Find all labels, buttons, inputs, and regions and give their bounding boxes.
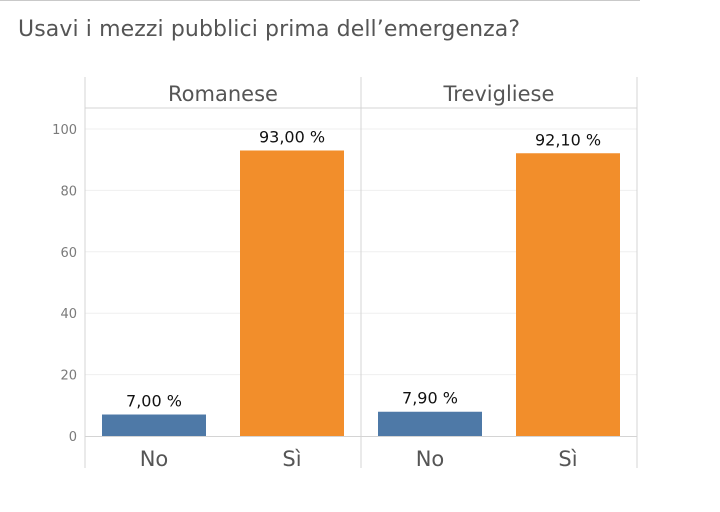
x-tick-label: No bbox=[416, 447, 445, 471]
data-label: 92,10 % bbox=[535, 130, 601, 149]
data-label: 7,00 % bbox=[126, 392, 182, 411]
y-axis: 0 20 40 60 80 100 bbox=[52, 123, 77, 445]
y-tick-label: 20 bbox=[60, 369, 77, 384]
y-tick-label: 80 bbox=[60, 184, 77, 199]
data-label: 93,00 % bbox=[259, 127, 325, 146]
panels: Romanese 7,00 % No 93,00 % Sì Trevigliese 7,90… bbox=[102, 82, 620, 471]
chart-title: Usavi i mezzi pubblici prima dell’emerge… bbox=[18, 17, 521, 42]
panel-frame bbox=[84, 77, 638, 468]
x-tick-label: Sì bbox=[282, 447, 301, 471]
panel: Romanese 7,00 % No 93,00 % Sì bbox=[102, 82, 344, 471]
y-tick-label: 0 bbox=[69, 430, 77, 445]
panel-title: Trevigliese bbox=[443, 82, 555, 106]
bar bbox=[516, 153, 620, 437]
panel-title: Romanese bbox=[168, 82, 278, 106]
x-tick-label: No bbox=[140, 447, 169, 471]
y-tick-label: 100 bbox=[52, 123, 77, 138]
bar bbox=[378, 411, 482, 436]
top-divider bbox=[0, 0, 640, 1]
bar bbox=[240, 150, 344, 437]
data-label: 7,90 % bbox=[402, 389, 458, 408]
y-tick-label: 40 bbox=[60, 307, 77, 322]
y-tick-label: 60 bbox=[60, 246, 77, 261]
x-tick-label: Sì bbox=[558, 447, 577, 471]
panel: Trevigliese 7,90 % No 92,10 % Sì bbox=[378, 82, 620, 471]
bar bbox=[102, 414, 206, 436]
